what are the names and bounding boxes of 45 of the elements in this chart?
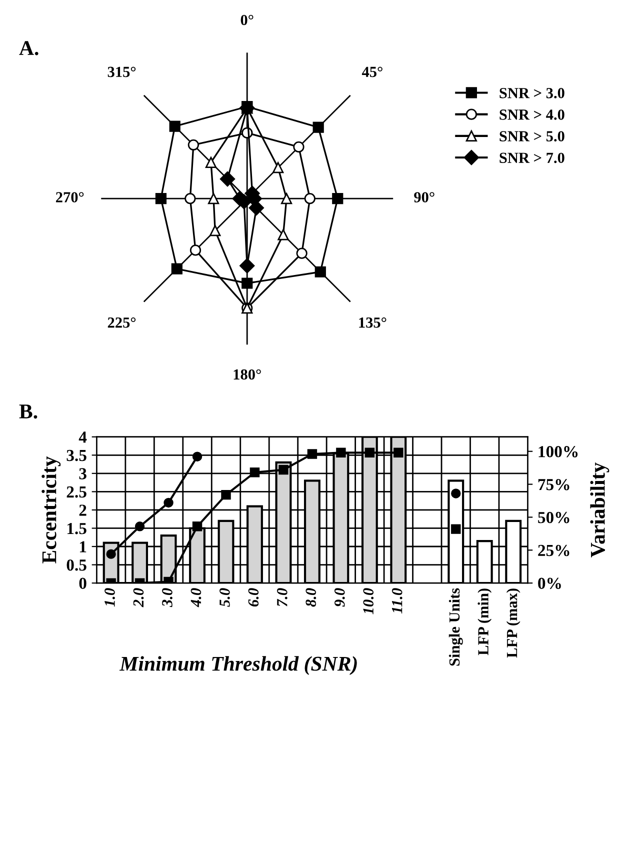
x-tick-label: 2.0 xyxy=(133,588,144,608)
text: A. xyxy=(19,41,38,56)
spoke-label: 0° xyxy=(240,14,254,26)
y2-tick-label: 25% xyxy=(538,544,570,556)
spoke-label: 135° xyxy=(359,317,386,328)
y-tick-label: 3 xyxy=(79,468,86,480)
y-tick-label: 1.5 xyxy=(67,523,86,534)
x-tick-label: 11.0 xyxy=(392,588,402,614)
x-tick-label: 7.0 xyxy=(276,588,288,606)
spoke-label: 45° xyxy=(362,66,382,78)
y-tick-label: 2 xyxy=(79,504,86,516)
y2-axis-title: Variability xyxy=(590,462,610,558)
legend-label: SNR > 5.0 xyxy=(500,131,564,142)
x-tick-label: 10.0 xyxy=(363,588,374,614)
x-tick-label: 4.0 xyxy=(190,588,202,608)
x-tick-label: 3.0 xyxy=(162,588,172,608)
x-tick-label: Single Units xyxy=(448,588,463,666)
y2-tick-label: 50% xyxy=(538,512,570,524)
y2-tick-label: 75% xyxy=(538,478,570,490)
y2-tick-label: 0% xyxy=(538,578,561,590)
y-tick-label: 3.5 xyxy=(66,450,86,462)
spoke-label: 180° xyxy=(234,369,261,380)
y-tick-label: 1 xyxy=(80,541,86,552)
spoke-label: 225° xyxy=(108,317,136,328)
y-tick-label: 0.5 xyxy=(66,559,86,571)
spoke-label: 90° xyxy=(414,192,434,202)
legend-label: SNR > 4.0 xyxy=(500,110,564,120)
x-tick-label: LFP (min) xyxy=(478,588,492,656)
x-axis-title: Minimum Threshold (SNR) xyxy=(119,656,357,676)
y-tick-label: 4 xyxy=(78,432,87,443)
y-tick-label: 2.5 xyxy=(66,486,86,498)
legend-label: SNR > 7.0 xyxy=(500,152,564,164)
y-axis-title: Eccentricity xyxy=(42,456,61,564)
y2-tick-label: 100% xyxy=(538,446,578,458)
x-tick-label: 5.0 xyxy=(220,588,230,607)
spoke-label: 270° xyxy=(56,192,84,202)
spoke-label: 315° xyxy=(108,66,136,78)
x-tick-label: 6.0 xyxy=(248,588,259,606)
legend-label: SNR > 3.0 xyxy=(500,88,564,98)
x-tick-label: LFP (max) xyxy=(506,588,520,658)
x-tick-label: 8.0 xyxy=(306,588,316,607)
x-tick-label: 1.0 xyxy=(104,588,115,607)
x-tick-label: 9.0 xyxy=(334,588,345,607)
y-tick-label: 0 xyxy=(79,578,86,589)
chart-title: B. xyxy=(19,404,38,419)
